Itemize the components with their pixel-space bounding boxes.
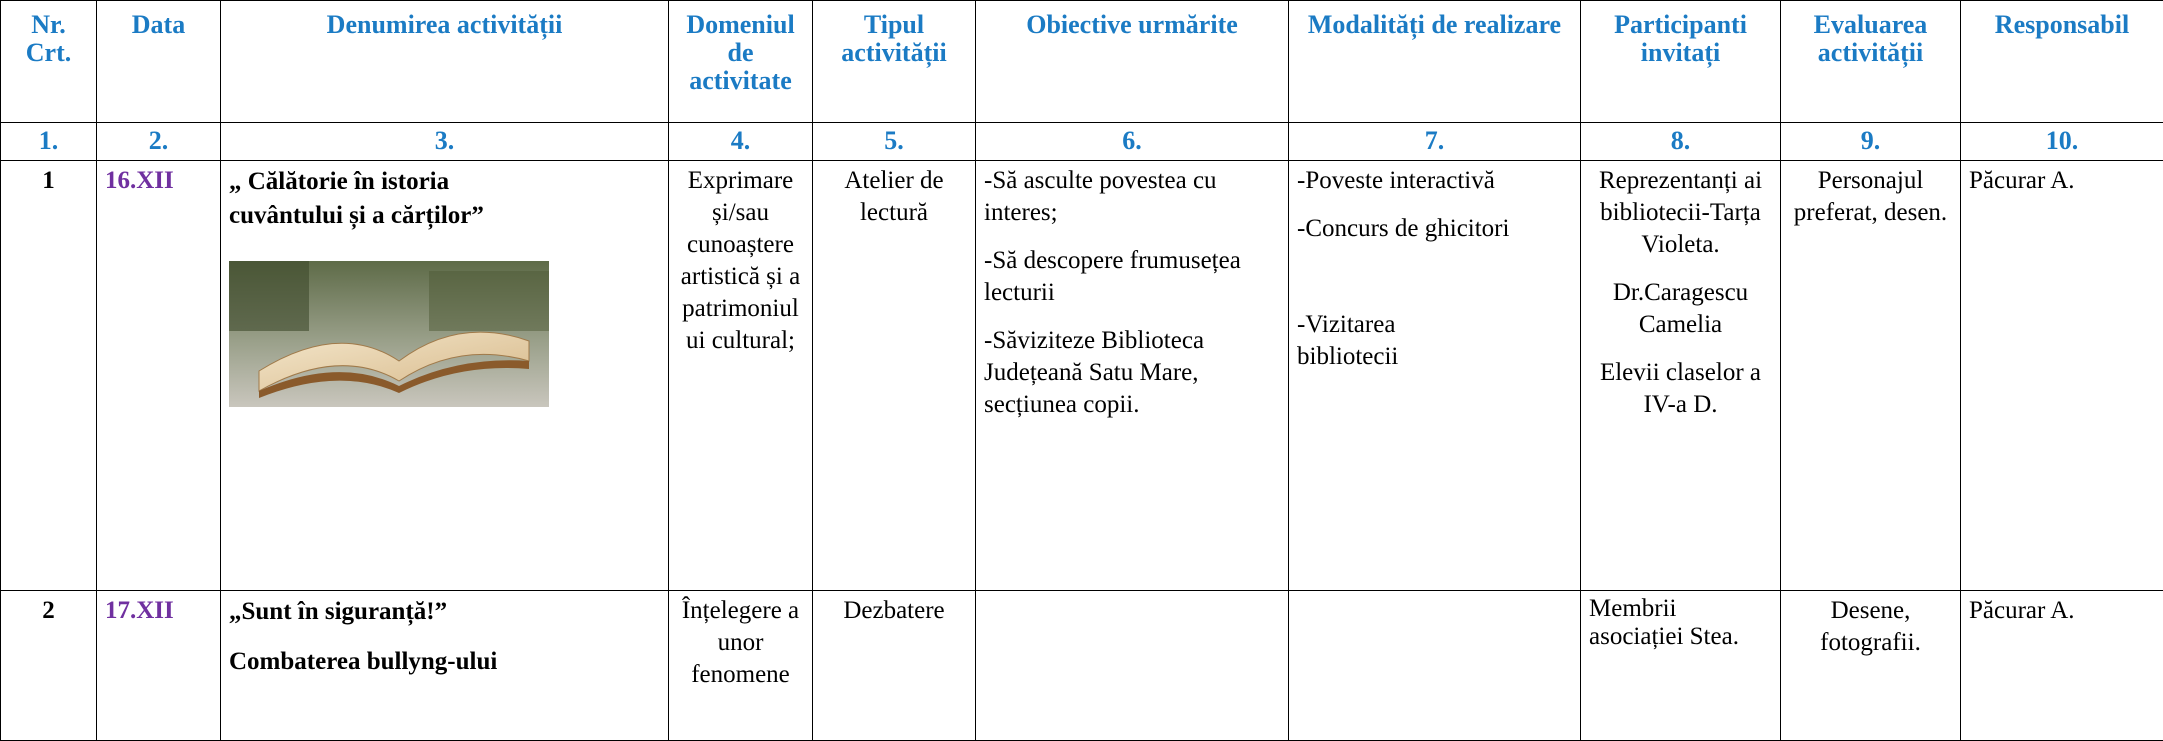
header-cell: Nr. Crt.: [1, 1, 97, 123]
header-cell: Denumirea activității: [221, 1, 669, 123]
title-cell: „Sunt în siguranță!” Combaterea bullyng-…: [221, 591, 669, 741]
header-cell: Participanti invitați: [1581, 1, 1781, 123]
title-cell: „ Călătorie în istoria cuvântului și a c…: [221, 161, 669, 591]
responsible: Păcurar A.: [1961, 591, 2163, 741]
evaluation: Desene, fotografii.: [1781, 591, 1961, 741]
column-number: 4.: [669, 123, 813, 161]
objective: -Să descopere frumusețea lecturii: [984, 245, 1280, 309]
header-cell: Domeniul de activitate: [669, 1, 813, 123]
evaluation: Personajul preferat, desen.: [1781, 161, 1961, 591]
row-number: 2: [1, 591, 97, 741]
modalities: [1289, 591, 1581, 741]
activity-row: 2 17.XII „Sunt în siguranță!” Combaterea…: [1, 591, 2163, 741]
participant: Reprezentanți ai bibliotecii-Tarța Viole…: [1589, 165, 1772, 261]
column-number: 9.: [1781, 123, 1961, 161]
participant: Dr.Caragescu Camelia: [1589, 277, 1772, 341]
number-row: 1. 2. 3. 4. 5. 6. 7. 8. 9. 10.: [1, 123, 2163, 161]
activity-title: „ Călătorie în istoria cuvântului și a c…: [229, 165, 559, 233]
column-number: 5.: [813, 123, 976, 161]
responsible: Păcurar A.: [1961, 161, 2163, 591]
activity-title: „Sunt în siguranță!”: [229, 595, 660, 629]
domain: Exprimare și/sau cunoaștere artistică și…: [669, 161, 813, 591]
header-row: Nr. Crt. Data Denumirea activității Dome…: [1, 1, 2163, 123]
header-cell: Evaluarea activității: [1781, 1, 1961, 123]
modality: -Poveste interactivă: [1297, 165, 1572, 197]
activity-type: Dezbatere: [813, 591, 976, 741]
column-number: 7.: [1289, 123, 1581, 161]
row-number: 1: [1, 161, 97, 591]
participant: Elevii claselor a IV-a D.: [1589, 357, 1772, 421]
header-cell: Tipul activității: [813, 1, 976, 123]
activity-subtitle: Combaterea bullyng-ului: [229, 645, 660, 679]
header-cell: Data: [97, 1, 221, 123]
column-number: 10.: [1961, 123, 2163, 161]
participant: Membrii asociației Stea.: [1589, 595, 1772, 651]
objectives: -Să asculte povestea cu interes; -Să des…: [976, 161, 1289, 591]
modality: -Concurs de ghicitori: [1297, 213, 1572, 245]
modalities: -Poveste interactivă -Concurs de ghicito…: [1289, 161, 1581, 591]
modality: -Vizitarea bibliotecii: [1297, 309, 1447, 373]
activity-type: Atelier de lectură: [813, 161, 976, 591]
domain: Înțelegere a unor fenomene: [669, 591, 813, 741]
participants: Membrii asociației Stea.: [1581, 591, 1781, 741]
column-number: 3.: [221, 123, 669, 161]
column-number: 6.: [976, 123, 1289, 161]
header-cell: Modalități de realizare: [1289, 1, 1581, 123]
objectives: [976, 591, 1289, 741]
column-number: 1.: [1, 123, 97, 161]
column-number: 2.: [97, 123, 221, 161]
objective: -Săviziteze Biblioteca Județeană Satu Ma…: [984, 325, 1280, 421]
participants: Reprezentanți ai bibliotecii-Tarța Viole…: [1581, 161, 1781, 591]
header-cell: Obiective urmărite: [976, 1, 1289, 123]
activity-row: 1 16.XII „ Călătorie în istoria cuvântul…: [1, 161, 2163, 591]
column-number: 8.: [1581, 123, 1781, 161]
date: 17.XII: [97, 591, 221, 741]
header-cell: Responsabil: [1961, 1, 2163, 123]
objective: -Să asculte povestea cu interes;: [984, 165, 1280, 229]
date: 16.XII: [97, 161, 221, 591]
book-photo: [229, 261, 549, 407]
